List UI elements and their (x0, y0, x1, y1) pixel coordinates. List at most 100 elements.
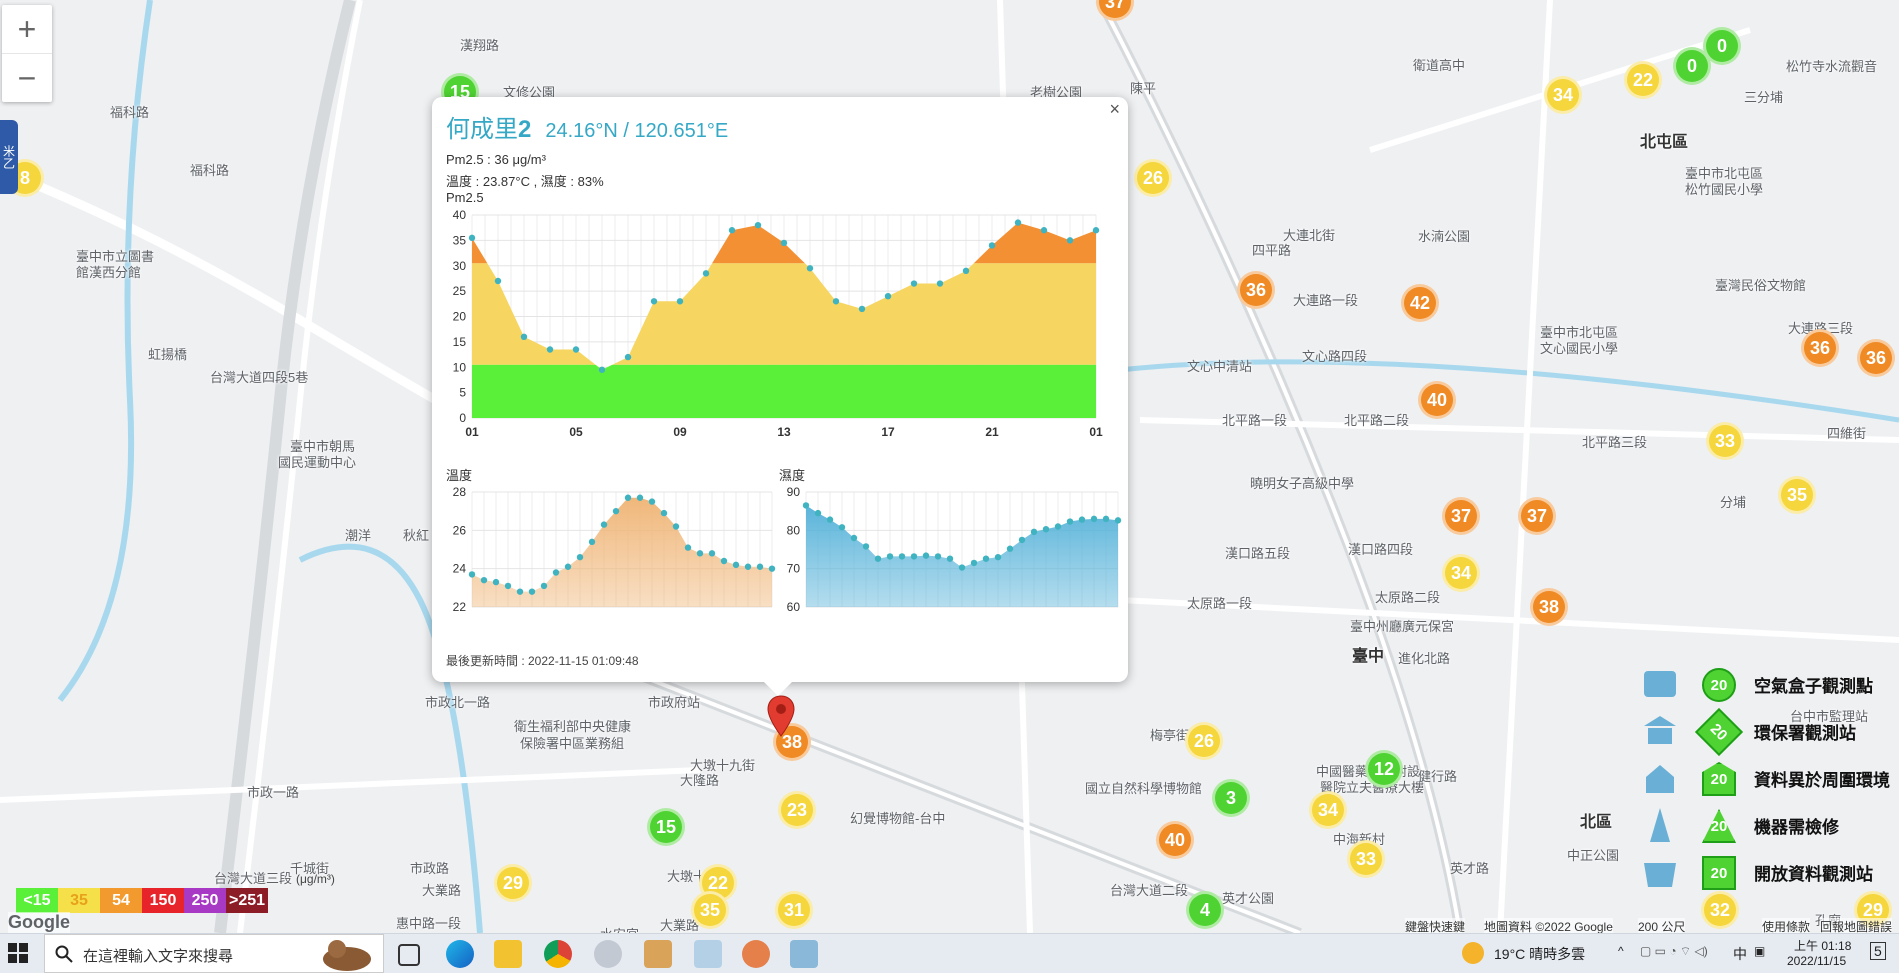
area-fill (806, 505, 1118, 607)
data-point (1042, 525, 1050, 533)
notification-badge[interactable]: 5 (1870, 942, 1886, 960)
data-point (988, 242, 996, 249)
clock-time[interactable]: 上午 01:18 (1794, 939, 1852, 953)
station-type-square-icon (1644, 863, 1676, 887)
data-point (520, 333, 528, 340)
edge-browser-icon[interactable] (446, 940, 474, 968)
map-place-label: 英才路 (1450, 861, 1490, 876)
zoom-in-button[interactable]: + (17, 10, 37, 47)
pm25-station-marker[interactable]: 15 (647, 808, 685, 846)
pm25-station-marker[interactable]: 38 (1530, 588, 1568, 626)
side-tab[interactable]: 米乙 (0, 120, 18, 194)
y-tick-label: 40 (453, 208, 467, 222)
clock-date[interactable]: 2022/11/15 (1787, 954, 1847, 968)
pm25-station-marker[interactable]: 32 (1701, 891, 1739, 929)
data-point (728, 227, 736, 234)
task-view-icon[interactable] (398, 944, 420, 966)
map-place-label: 曉明女子高級中學 (1250, 476, 1355, 491)
pm25-station-marker[interactable]: 12 (1365, 750, 1403, 788)
aq-legend-swatch: <15 (16, 888, 58, 913)
pm25-station-marker[interactable]: 23 (778, 791, 816, 829)
pm25-station-marker[interactable]: 35 (1778, 476, 1816, 514)
data-point (720, 557, 728, 565)
pm25-station-marker[interactable]: 37 (1442, 497, 1480, 535)
pm25-station-marker[interactable]: 42 (1401, 284, 1439, 322)
pm25-station-marker[interactable]: 40 (1418, 381, 1456, 419)
location-pin-icon[interactable] (766, 694, 796, 738)
tray-icons[interactable]: ▢ ▭ ◔ ⌔ ◁) (1640, 944, 1708, 958)
tray-chevron-icon[interactable]: ^ (1618, 944, 1624, 958)
pm25-station-marker[interactable]: 3 (1212, 779, 1250, 817)
app-icon-1[interactable] (594, 940, 622, 968)
report-error-link[interactable]: 回報地圖錯誤 (1820, 918, 1893, 933)
weather-icon[interactable] (1462, 942, 1484, 964)
map-place-label: 水湳公園 (1418, 229, 1471, 244)
pm25-station-marker[interactable]: 26 (1134, 159, 1172, 197)
app-icon-2[interactable] (644, 940, 672, 968)
terms-link[interactable]: 使用條款 (1762, 918, 1811, 933)
data-point (802, 502, 810, 509)
windows-start-icon[interactable] (8, 943, 28, 963)
map-view[interactable]: 漢翔路 文修公園 福科路 福科路 臺中市立圖書 館漢西分館 虹揚橋 台灣大道四段5巷 臺中市朝馬… (0, 0, 1899, 933)
pm25-station-marker[interactable]: 35 (691, 891, 729, 929)
map-place-label: 衛生福利部中央健康 (514, 719, 632, 734)
close-popup-button[interactable]: × (1109, 99, 1120, 119)
temperature-chart: 22 24 26 28 (453, 485, 776, 614)
data-point (1102, 515, 1110, 523)
pm25-station-marker[interactable]: 26 (1185, 722, 1223, 760)
map-place-label: 秋紅 (403, 528, 430, 543)
pm25-station-marker[interactable]: 37 (1518, 497, 1556, 535)
app-icon-3[interactable] (694, 940, 722, 968)
station-legend-label: 資料異於周圍環境 (1754, 771, 1890, 790)
last-updated: 最後更新時間 : 2022-11-15 01:09:48 (446, 654, 639, 668)
map-place-label: 漢口路四段 (1348, 542, 1414, 557)
pm25-station-marker[interactable]: 31 (775, 891, 813, 929)
station-legend-badge: 20 (1694, 707, 1744, 757)
map-place-label: 分埔 (1720, 495, 1747, 510)
pm25-station-marker[interactable]: 38 (773, 723, 811, 761)
search-icon (55, 945, 73, 963)
data-point (850, 534, 858, 542)
pm25-station-marker[interactable]: 36 (1237, 271, 1275, 309)
data-point (936, 280, 944, 287)
pm25-station-marker[interactable]: 29 (494, 864, 532, 902)
file-explorer-icon[interactable] (494, 940, 522, 968)
pm25-station-marker[interactable]: 34 (1442, 554, 1480, 592)
ime-mode-icon[interactable]: ▣ (1754, 944, 1766, 958)
temp-humidity-reading: 溫度 : 23.87°C , 濕度 : 83% (446, 174, 604, 189)
map-place-label: 臺中市朝馬 (290, 439, 356, 454)
map-place-label: 文心中清站 (1187, 359, 1253, 374)
pm25-station-marker[interactable]: 34 (1309, 791, 1347, 829)
scale-label[interactable]: 200 公尺 (1638, 918, 1686, 933)
humidity-chart: 60 70 80 90 (787, 485, 1122, 614)
map-place-label: 館漢西分館 (76, 265, 142, 280)
pm25-station-marker[interactable]: 22 (1624, 61, 1662, 99)
pm25-station-marker[interactable]: 33 (1706, 422, 1744, 460)
pm25-station-marker[interactable]: 36 (1801, 329, 1839, 367)
weather-text[interactable]: 19°C 晴時多雲 (1494, 946, 1586, 962)
map-place-label: 文心國民小學 (1540, 341, 1619, 356)
pm25-station-marker[interactable]: 0 (1703, 27, 1741, 65)
station-number: 2 (518, 116, 532, 143)
app-icon-4[interactable] (742, 940, 770, 968)
area-fill (472, 497, 772, 607)
zoom-out-button[interactable]: − (2, 53, 52, 102)
aq-unit: (μg/m³) (296, 872, 335, 886)
data-point (540, 582, 548, 590)
map-place-label: 台灣大道三段 (214, 871, 293, 886)
pm25-station-marker[interactable]: 40 (1156, 821, 1194, 859)
google-logo: Google (8, 912, 70, 933)
taskbar: 在這裡輸入文字來搜尋 19°C 晴時多雲 ^ ▢ ▭ ◔ ⌔ ◁) 中 ▣ 上午… (0, 933, 1899, 973)
app-icon-5[interactable] (790, 940, 818, 968)
pm25-station-marker[interactable]: 33 (1347, 840, 1385, 878)
ime-indicator[interactable]: 中 (1733, 946, 1747, 962)
pm25-station-marker[interactable]: 36 (1857, 339, 1895, 377)
data-point (1006, 545, 1014, 552)
keyboard-shortcuts-link[interactable]: 鍵盤快速鍵 (1405, 918, 1466, 933)
y-tick-label: 22 (453, 600, 467, 614)
map-place-label: 北平路二段 (1344, 413, 1410, 428)
chrome-browser-icon[interactable] (544, 940, 572, 968)
taskbar-search[interactable]: 在這裡輸入文字來搜尋 (44, 934, 384, 973)
pm25-station-marker[interactable]: 4 (1186, 891, 1224, 929)
pm25-station-marker[interactable]: 34 (1544, 76, 1582, 114)
